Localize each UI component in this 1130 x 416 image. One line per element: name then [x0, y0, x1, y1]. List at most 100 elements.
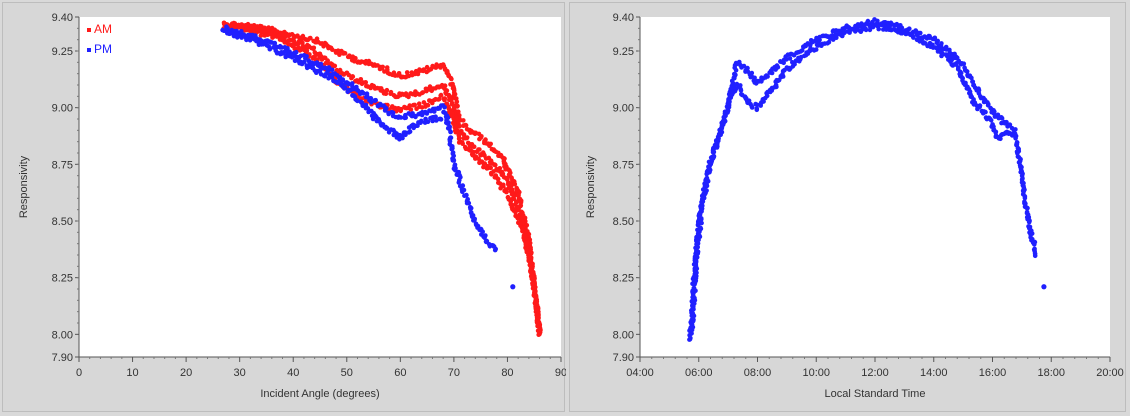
data-point: [466, 200, 472, 206]
data-point: [361, 90, 366, 96]
data-point: [732, 71, 737, 77]
legend-marker: [87, 28, 91, 32]
data-point: [694, 249, 700, 254]
data-point: [293, 49, 299, 55]
data-point: [956, 65, 961, 70]
data-point: [471, 144, 477, 149]
data-point: [384, 106, 389, 111]
data-point: [281, 50, 287, 55]
x-tick-label: 70: [448, 367, 460, 379]
data-point: [465, 197, 471, 202]
data-point: [488, 165, 494, 171]
data-point: [509, 183, 514, 188]
data-point: [761, 99, 766, 104]
y-tick-label: 9.25: [52, 46, 73, 58]
data-point: [919, 36, 925, 42]
data-point: [460, 183, 466, 188]
data-point: [935, 38, 940, 44]
data-point: [516, 192, 521, 198]
data-point: [513, 209, 518, 215]
data-point: [457, 177, 462, 183]
data-point: [969, 75, 974, 81]
data-point: [286, 33, 292, 39]
data-point: [492, 247, 498, 253]
data-point: [346, 81, 352, 87]
data-point: [290, 54, 296, 59]
data-point: [532, 281, 537, 287]
y-tick-label: 8.75: [613, 159, 634, 171]
data-point: [741, 63, 747, 69]
data-point: [704, 188, 709, 193]
data-point: [722, 118, 728, 124]
data-point: [749, 105, 755, 110]
data-point: [784, 57, 789, 62]
legend-label: AM: [94, 22, 112, 36]
x-tick-label: 60: [394, 367, 406, 379]
data-point: [286, 38, 291, 43]
data-point: [826, 39, 832, 45]
data-point: [300, 33, 306, 39]
data-point: [894, 21, 900, 27]
data-point: [318, 61, 324, 67]
data-point: [403, 130, 408, 135]
data-point: [817, 37, 822, 43]
data-point: [998, 136, 1003, 142]
data-point: [532, 289, 537, 295]
data-point: [482, 235, 487, 240]
data-point: [342, 51, 348, 56]
data-point: [524, 240, 530, 245]
data-point: [438, 117, 444, 122]
data-point: [425, 102, 431, 108]
data-point: [516, 215, 521, 220]
data-point: [322, 73, 328, 79]
data-point: [408, 107, 414, 112]
x-tick-label: 80: [501, 367, 513, 379]
data-point: [285, 46, 290, 51]
data-point: [518, 223, 523, 229]
data-point: [1024, 205, 1029, 211]
data-point: [368, 99, 374, 105]
data-point: [329, 67, 335, 73]
x-tick-label: 30: [234, 367, 246, 379]
x-tick-label: 04:00: [626, 367, 654, 379]
data-point: [787, 56, 793, 61]
data-point: [492, 162, 498, 168]
data-point: [372, 98, 378, 103]
data-point: [1009, 133, 1015, 138]
data-point: [946, 54, 952, 60]
data-point: [512, 181, 518, 187]
data-point: [738, 88, 744, 93]
x-tick-label: 12:00: [861, 367, 889, 379]
data-point: [412, 113, 418, 119]
data-point: [350, 81, 355, 86]
data-point: [419, 90, 425, 96]
data-point: [258, 33, 264, 38]
data-point: [239, 29, 244, 34]
data-point: [460, 141, 466, 146]
data-point: [501, 183, 506, 189]
data-point: [425, 119, 431, 125]
data-point: [977, 104, 982, 110]
data-point: [267, 46, 273, 52]
data-point: [304, 54, 309, 59]
data-point: [533, 295, 539, 301]
data-point: [730, 81, 736, 86]
data-point: [792, 62, 797, 67]
data-point: [865, 18, 871, 24]
data-point: [704, 176, 710, 182]
data-point: [754, 107, 760, 113]
data-point: [296, 40, 302, 46]
data-point: [939, 41, 944, 46]
data-point: [698, 210, 703, 215]
data-point: [354, 84, 359, 90]
data-point: [456, 133, 462, 138]
data-point: [495, 176, 500, 181]
y-axis-title: Responsivity: [585, 155, 597, 218]
data-point: [340, 77, 346, 82]
series-series-0: [687, 17, 1047, 342]
y-tick-label: 7.90: [613, 352, 634, 364]
y-tick-label: 8.25: [613, 273, 634, 285]
data-point: [698, 225, 703, 231]
data-point: [699, 220, 704, 226]
